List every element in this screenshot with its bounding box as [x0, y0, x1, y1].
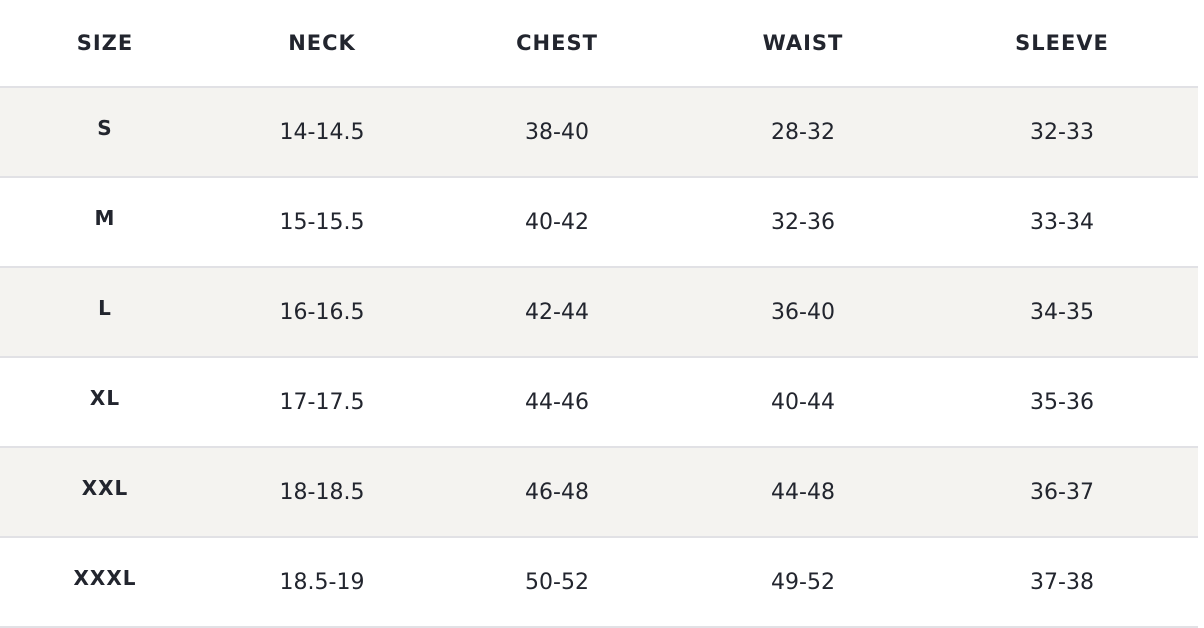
table-row: XXL 18-18.5 46-48 44-48 36-37: [0, 447, 1198, 538]
cell-waist: 28-32: [680, 87, 926, 178]
cell-chest: 38-40: [434, 87, 680, 178]
table-row: XXXL 18.5-19 50-52 49-52 37-38: [0, 537, 1198, 628]
cell-size: S: [0, 87, 210, 178]
cell-size: XL: [0, 357, 210, 448]
cell-sleeve: 37-38: [926, 537, 1198, 628]
cell-waist: 49-52: [680, 537, 926, 628]
header-chest: CHEST: [434, 0, 680, 88]
cell-chest: 40-42: [434, 177, 680, 268]
header-size: SIZE: [0, 0, 210, 88]
cell-chest: 44-46: [434, 357, 680, 448]
cell-size: L: [0, 267, 210, 358]
header-sleeve: SLEEVE: [926, 0, 1198, 88]
table-row: L 16-16.5 42-44 36-40 34-35: [0, 267, 1198, 358]
header-neck: NECK: [210, 0, 434, 88]
cell-size: XXXL: [0, 537, 210, 628]
table-row: M 15-15.5 40-42 32-36 33-34: [0, 177, 1198, 268]
cell-size: XXL: [0, 447, 210, 538]
cell-sleeve: 33-34: [926, 177, 1198, 268]
header-waist: WAIST: [680, 0, 926, 88]
cell-size: M: [0, 177, 210, 268]
cell-neck: 18.5-19: [210, 537, 434, 628]
cell-sleeve: 36-37: [926, 447, 1198, 538]
table-row: S 14-14.5 38-40 28-32 32-33: [0, 87, 1198, 178]
cell-waist: 44-48: [680, 447, 926, 538]
cell-waist: 32-36: [680, 177, 926, 268]
cell-neck: 15-15.5: [210, 177, 434, 268]
header-row: SIZE NECK CHEST WAIST SLEEVE: [0, 0, 1198, 88]
cell-chest: 50-52: [434, 537, 680, 628]
cell-sleeve: 35-36: [926, 357, 1198, 448]
cell-neck: 16-16.5: [210, 267, 434, 358]
table-row: XL 17-17.5 44-46 40-44 35-36: [0, 357, 1198, 448]
cell-sleeve: 34-35: [926, 267, 1198, 358]
cell-sleeve: 32-33: [926, 87, 1198, 178]
cell-waist: 40-44: [680, 357, 926, 448]
cell-neck: 14-14.5: [210, 87, 434, 178]
cell-chest: 46-48: [434, 447, 680, 538]
cell-chest: 42-44: [434, 267, 680, 358]
cell-waist: 36-40: [680, 267, 926, 358]
cell-neck: 17-17.5: [210, 357, 434, 448]
cell-neck: 18-18.5: [210, 447, 434, 538]
